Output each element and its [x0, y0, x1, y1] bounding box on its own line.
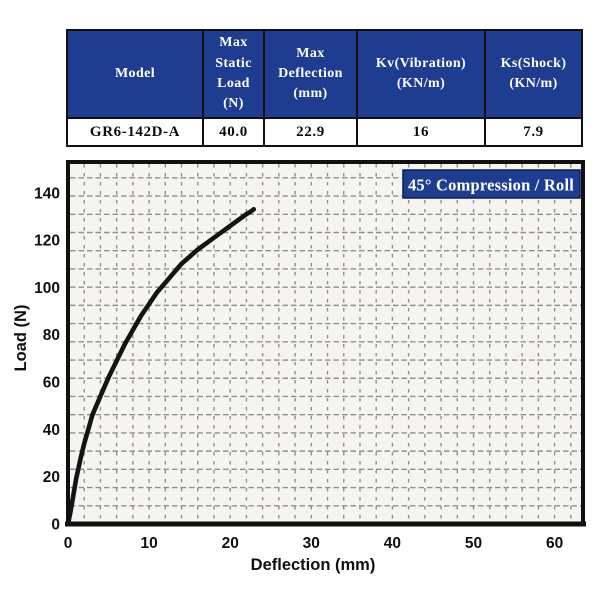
y-tick-labels: 0 20 40 60 80 100 120 140	[34, 185, 60, 533]
orientation-badge-label: 45° Compression / Roll	[408, 176, 574, 195]
cell-max-deflection: 22.9	[263, 117, 358, 147]
col-header-kv-vibration: Kv(Vibration) (KN/m)	[356, 29, 486, 119]
grid-lines	[70, 164, 581, 522]
load-deflection-chart: 0 10 20 30 40 50 60 0 20 40 60 80 100 120 140 Deflect…	[5, 152, 600, 600]
spec-table-header-row: Model Max Static Load (N) Max Deflection…	[66, 29, 583, 119]
x-tick-label: 60	[546, 535, 563, 552]
orientation-badge: 45° Compression / Roll	[402, 169, 581, 199]
x-tick-label: 30	[303, 535, 320, 552]
cell-model: GR6-142D-A	[66, 117, 204, 147]
load-deflection-curve-group	[65, 207, 256, 527]
x-tick-labels: 0 10 20 30 40 50 60	[64, 535, 564, 552]
x-axis-label: Deflection (mm)	[251, 556, 376, 574]
y-tick-label: 20	[43, 469, 60, 486]
y-tick-label: 40	[43, 422, 60, 439]
col-header-model: Model	[66, 29, 204, 119]
y-tick-label: 100	[34, 280, 60, 297]
y-axis-label: Load (N)	[12, 305, 30, 372]
load-deflection-curve	[65, 207, 256, 527]
y-tick-label: 0	[51, 517, 60, 534]
x-tick-label: 0	[64, 535, 73, 552]
y-tick-label: 80	[43, 327, 60, 344]
x-tick-label: 10	[140, 535, 157, 552]
y-tick-label: 60	[43, 375, 60, 392]
x-tick-label: 20	[222, 535, 239, 552]
orientation-badge-box	[402, 169, 581, 199]
spec-table-data-row: GR6-142D-A 40.0 22.9 16 7.9	[66, 117, 583, 147]
chart-canvas: 0 10 20 30 40 50 60 0 20 40 60 80 100 120 140 Deflect…	[12, 160, 586, 574]
col-header-max-static-load: Max Static Load (N)	[202, 29, 265, 119]
col-header-max-deflection: Max Deflection (mm)	[263, 29, 358, 119]
x-tick-label: 50	[465, 535, 482, 552]
plot-area	[68, 162, 583, 524]
cell-max-static-load: 40.0	[202, 117, 265, 147]
y-tick-label: 120	[34, 233, 60, 250]
cell-ks-shock: 7.9	[484, 117, 583, 147]
x-tick-label: 40	[384, 535, 401, 552]
spec-table: Model Max Static Load (N) Max Deflection…	[66, 29, 583, 147]
col-header-ks-shock: Ks(Shock) (KN/m)	[484, 29, 583, 119]
cell-kv-vibration: 16	[356, 117, 486, 147]
y-tick-label: 140	[34, 185, 60, 202]
